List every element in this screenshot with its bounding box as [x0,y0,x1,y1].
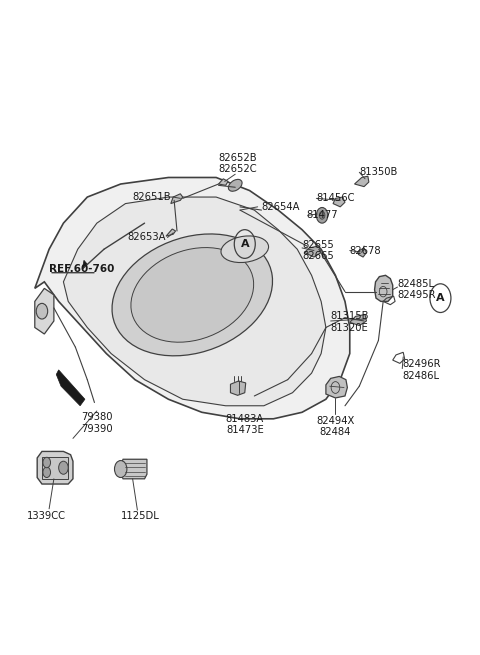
Text: 81456C: 81456C [316,193,355,203]
Polygon shape [171,194,183,204]
Text: 82655
82665: 82655 82665 [302,240,334,261]
Circle shape [319,212,325,219]
Ellipse shape [228,179,242,191]
Polygon shape [326,377,348,398]
Circle shape [36,303,48,319]
Polygon shape [355,176,369,187]
Ellipse shape [221,236,268,263]
Text: 1125DL: 1125DL [120,512,159,521]
Polygon shape [35,178,350,419]
Circle shape [316,208,328,223]
Text: 82485L
82495R: 82485L 82495R [397,279,436,301]
Polygon shape [374,275,393,301]
Text: 1339CC: 1339CC [27,512,66,521]
Polygon shape [120,459,147,479]
Text: 82496R
82486L: 82496R 82486L [402,359,441,381]
Polygon shape [56,370,85,405]
Polygon shape [35,288,54,334]
Ellipse shape [131,248,253,342]
Circle shape [43,457,50,468]
Text: 82651B: 82651B [132,192,171,202]
Polygon shape [350,314,366,326]
Text: 82494X
82484: 82494X 82484 [316,415,355,437]
Text: 79380
79390: 79380 79390 [81,412,113,434]
Text: A: A [240,239,249,249]
Polygon shape [42,457,68,479]
Polygon shape [359,248,366,257]
Text: 82652B
82652C: 82652B 82652C [218,153,257,174]
Polygon shape [230,381,246,396]
Text: A: A [436,293,445,303]
Circle shape [59,461,68,474]
Text: 82654A: 82654A [262,202,300,212]
Polygon shape [63,197,326,405]
Polygon shape [83,260,87,269]
Text: 81477: 81477 [307,210,338,220]
Text: 81483A
81473E: 81483A 81473E [226,413,264,435]
Circle shape [43,467,50,477]
Text: 82678: 82678 [350,246,382,255]
Polygon shape [218,179,228,185]
Ellipse shape [112,234,273,356]
Text: 81350B: 81350B [360,167,398,178]
Polygon shape [333,197,345,207]
Text: 81315B
81320E: 81315B 81320E [331,312,369,333]
Text: 82653A: 82653A [128,233,166,242]
Text: REF.60-760: REF.60-760 [49,264,115,274]
Polygon shape [304,246,321,257]
Polygon shape [166,229,176,236]
Circle shape [115,460,127,477]
Polygon shape [37,451,73,484]
